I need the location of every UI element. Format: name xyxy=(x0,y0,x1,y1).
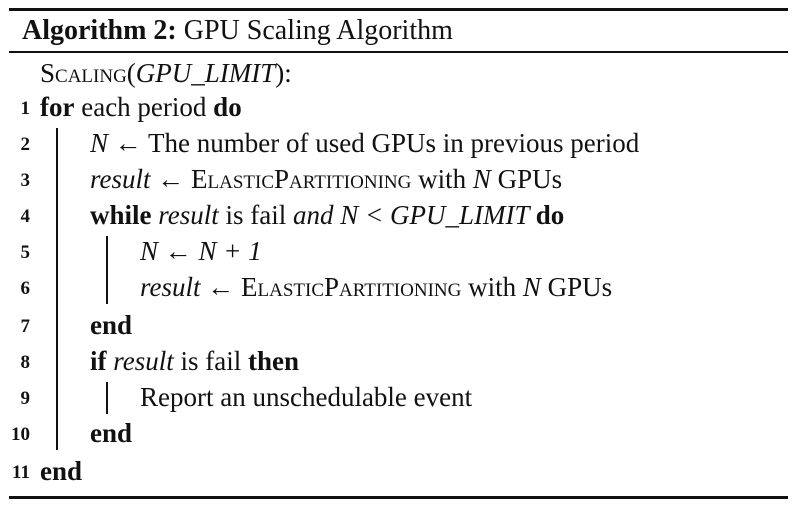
procedure-param: GPU_LIMIT xyxy=(135,58,276,88)
code-line-6: result ← ElasticPartitioning with N GPUs xyxy=(140,270,612,304)
line-text: with xyxy=(411,164,473,194)
line-number: 8 xyxy=(20,352,31,373)
bottom-rule xyxy=(9,496,788,499)
condition: N < GPU_LIMIT xyxy=(333,200,536,230)
keyword-if: if xyxy=(90,346,107,376)
top-rule xyxy=(9,8,788,11)
line-text: ← The number of used GPUs in previous pe… xyxy=(108,128,640,158)
keyword-then: then xyxy=(248,346,300,376)
line-text: Report an unschedulable event xyxy=(140,382,473,412)
code-line-5: N ← N + 1 xyxy=(140,234,262,268)
while-block-bar xyxy=(106,236,108,304)
keyword-do: do xyxy=(535,200,565,230)
variable-n: N xyxy=(90,128,109,158)
line-number: 4 xyxy=(20,206,31,227)
keyword-for: for xyxy=(40,92,75,122)
line-number: 9 xyxy=(20,388,31,409)
keyword-end: end xyxy=(90,418,133,448)
keyword-end: end xyxy=(40,456,83,486)
line-number: 2 xyxy=(20,134,31,155)
algorithm-label: Algorithm 2: xyxy=(22,15,177,46)
function-name: ElasticPartitioning xyxy=(191,164,412,194)
function-name: ElasticPartitioning xyxy=(241,272,462,302)
line-text: GPUs xyxy=(490,164,563,194)
code-line-10: end xyxy=(90,416,132,450)
variable-n: N xyxy=(472,164,491,194)
line-text: is fail xyxy=(173,346,248,376)
line-number: 1 xyxy=(20,98,31,119)
algorithm-title: Algorithm 2: GPU Scaling Algorithm xyxy=(22,14,453,48)
line-text: is fail xyxy=(218,200,294,230)
keyword-end: end xyxy=(90,310,133,340)
if-block-bar xyxy=(106,382,108,414)
line-number: 7 xyxy=(20,316,31,337)
code-line-11: end xyxy=(40,454,82,488)
code-line-8: if result is fail then xyxy=(90,344,299,378)
variable-result: result xyxy=(90,164,151,194)
line-number: 11 xyxy=(12,462,30,483)
line-text: with xyxy=(461,272,523,302)
keyword-do: do xyxy=(213,92,242,122)
line-number: 3 xyxy=(20,170,31,191)
line-number: 5 xyxy=(20,242,31,263)
variable-result: result xyxy=(140,272,201,302)
assign-arrow: ← xyxy=(200,272,241,302)
code-line-4: while result is fail and N < GPU_LIMIT d… xyxy=(90,198,564,232)
variable-n: N xyxy=(522,272,541,302)
code-line-2: N ← The number of used GPUs in previous … xyxy=(90,126,639,160)
variable-result: result xyxy=(106,346,174,376)
line-number: 10 xyxy=(11,424,30,445)
line-text: GPUs xyxy=(540,272,613,302)
code-line-1: for each period do xyxy=(40,90,242,124)
variable-result: result xyxy=(151,200,219,230)
code-line-7: end xyxy=(90,308,132,342)
algorithm-name: GPU Scaling Algorithm xyxy=(183,15,453,46)
code-line-9: Report an unschedulable event xyxy=(140,380,472,414)
procedure-name: Scaling xyxy=(40,58,127,88)
line-text: each period xyxy=(74,92,214,122)
code-line-3: result ← ElasticPartitioning with N GPUs xyxy=(90,162,562,196)
assign-arrow: ← xyxy=(150,164,191,194)
line-number: 6 xyxy=(20,278,31,299)
procedure-signature: Scaling(GPU_LIMIT): xyxy=(40,56,292,90)
keyword-while: while xyxy=(90,200,152,230)
title-rule xyxy=(9,51,788,53)
paren-close: ): xyxy=(275,58,292,88)
for-block-bar xyxy=(56,128,58,450)
keyword-and: and xyxy=(293,200,334,230)
increment-expression: N ← N + 1 xyxy=(140,236,262,266)
paren-open: ( xyxy=(126,58,136,88)
